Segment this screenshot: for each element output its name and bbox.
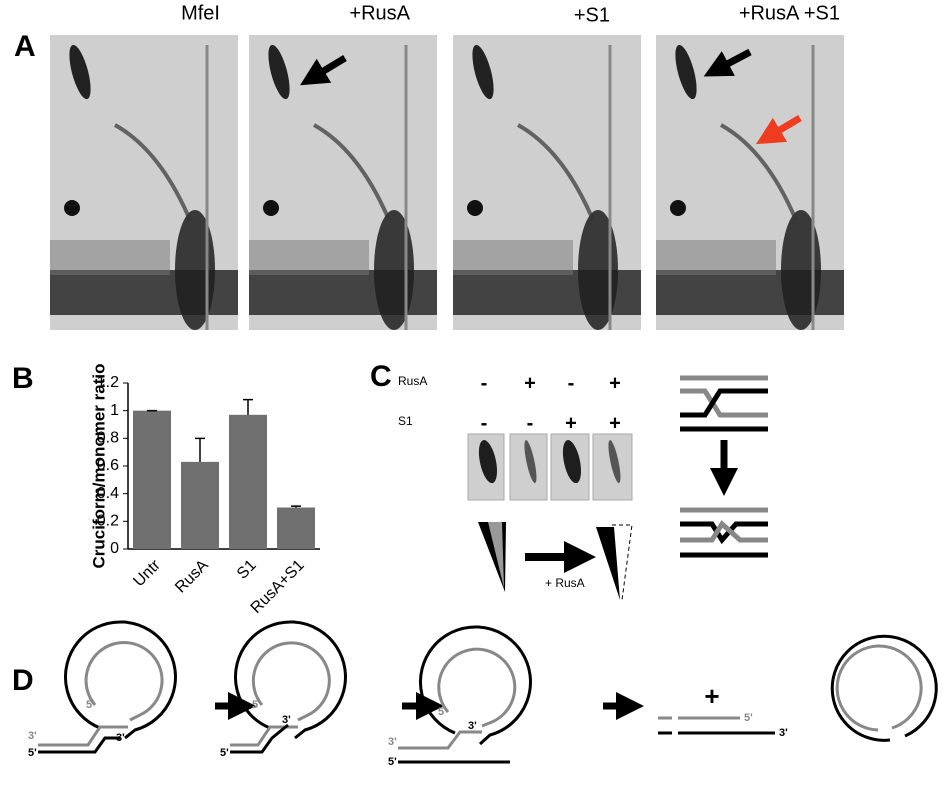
x-tick-label: Untr bbox=[130, 556, 164, 590]
gel-spot bbox=[268, 44, 290, 100]
gel-spot bbox=[562, 440, 582, 484]
gel-spot bbox=[608, 440, 621, 484]
sign: - bbox=[568, 372, 575, 394]
bar bbox=[277, 507, 315, 549]
bar bbox=[133, 410, 171, 549]
sign: - bbox=[527, 412, 534, 434]
panel-label: A bbox=[14, 30, 36, 63]
gel-spot bbox=[64, 200, 80, 216]
gel-smear bbox=[50, 240, 170, 275]
end-label: 5' bbox=[220, 747, 229, 759]
gel-spot bbox=[467, 200, 483, 216]
error-bar bbox=[291, 505, 301, 508]
end-label: 5' bbox=[388, 756, 397, 768]
end-label: 5' bbox=[744, 712, 753, 724]
gel-spot bbox=[69, 44, 91, 100]
gel-band bbox=[374, 210, 414, 330]
end-label: 3' bbox=[116, 732, 125, 744]
panel-label: B bbox=[12, 362, 34, 395]
gel-arc bbox=[313, 123, 391, 221]
sign: + bbox=[609, 412, 621, 434]
gel-spot bbox=[675, 44, 697, 100]
sign: + bbox=[524, 372, 536, 394]
gel-images bbox=[50, 35, 844, 330]
lane-label: +RusA bbox=[349, 2, 410, 24]
sign: + bbox=[609, 372, 621, 394]
row-label: RusA bbox=[398, 374, 427, 388]
diagram-d bbox=[38, 620, 938, 764]
junction-diagram bbox=[680, 375, 768, 558]
sign: + bbox=[565, 412, 577, 434]
lane-label: MfeI bbox=[181, 2, 220, 24]
y-tick-label: 0 bbox=[110, 540, 119, 557]
end-label: 3' bbox=[28, 730, 37, 742]
gel-spot bbox=[524, 440, 537, 484]
end-label: 5' bbox=[252, 699, 261, 711]
end-label: 3' bbox=[282, 714, 291, 726]
sign: - bbox=[481, 372, 488, 394]
lane-label: +S1 bbox=[574, 4, 610, 26]
y-tick-label: 1.2 bbox=[97, 374, 119, 391]
panel-label: C bbox=[370, 360, 392, 393]
arrow bbox=[300, 55, 347, 86]
gel-spot bbox=[478, 440, 498, 484]
arrow bbox=[703, 48, 752, 77]
gel-arc bbox=[517, 123, 595, 221]
panel-label: D bbox=[12, 664, 34, 697]
gel-band bbox=[578, 210, 618, 330]
lane-label: +RusA +S1 bbox=[739, 2, 840, 24]
plus: + bbox=[704, 681, 719, 711]
arrow-label: + RusA bbox=[545, 576, 585, 590]
gel-smear bbox=[249, 240, 369, 275]
panel-c: RusA S1 + RusA - + - + - - + + bbox=[398, 372, 768, 601]
gel-arc bbox=[720, 123, 798, 221]
triangle-outline bbox=[612, 524, 633, 601]
arrow bbox=[755, 114, 802, 145]
gel-smear bbox=[453, 240, 573, 275]
y-tick-label: 0.2 bbox=[97, 513, 119, 530]
gel-band bbox=[781, 210, 821, 330]
gel-spot bbox=[263, 200, 279, 216]
y-tick-label: 0.4 bbox=[97, 485, 119, 502]
error-bar bbox=[243, 398, 253, 415]
bar bbox=[181, 461, 219, 549]
gel-smear bbox=[656, 240, 776, 275]
gel-spot bbox=[670, 200, 686, 216]
y-tick-label: 1 bbox=[110, 402, 119, 419]
triangle bbox=[488, 522, 504, 588]
y-tick-label: 0.8 bbox=[97, 430, 119, 447]
y-axis-label: Cruciform/monomer ratio bbox=[89, 364, 108, 569]
gel-band bbox=[175, 210, 215, 330]
x-tick-label: S1 bbox=[234, 557, 260, 583]
end-label: 5' bbox=[438, 706, 447, 718]
bar bbox=[229, 414, 267, 549]
row-label: S1 bbox=[398, 414, 413, 428]
error-bar bbox=[195, 437, 205, 462]
end-label: 5' bbox=[86, 699, 95, 711]
x-tick-label: RusA bbox=[172, 557, 212, 597]
gel-spot bbox=[472, 44, 494, 100]
end-label: 3' bbox=[779, 727, 788, 739]
sign: - bbox=[481, 412, 488, 434]
gel-arc bbox=[114, 123, 192, 221]
end-label: 5' bbox=[28, 747, 37, 759]
triangle bbox=[596, 527, 620, 600]
end-label: 3' bbox=[388, 736, 397, 748]
end-label: 3' bbox=[468, 720, 477, 732]
y-tick-label: 0.6 bbox=[97, 457, 119, 474]
